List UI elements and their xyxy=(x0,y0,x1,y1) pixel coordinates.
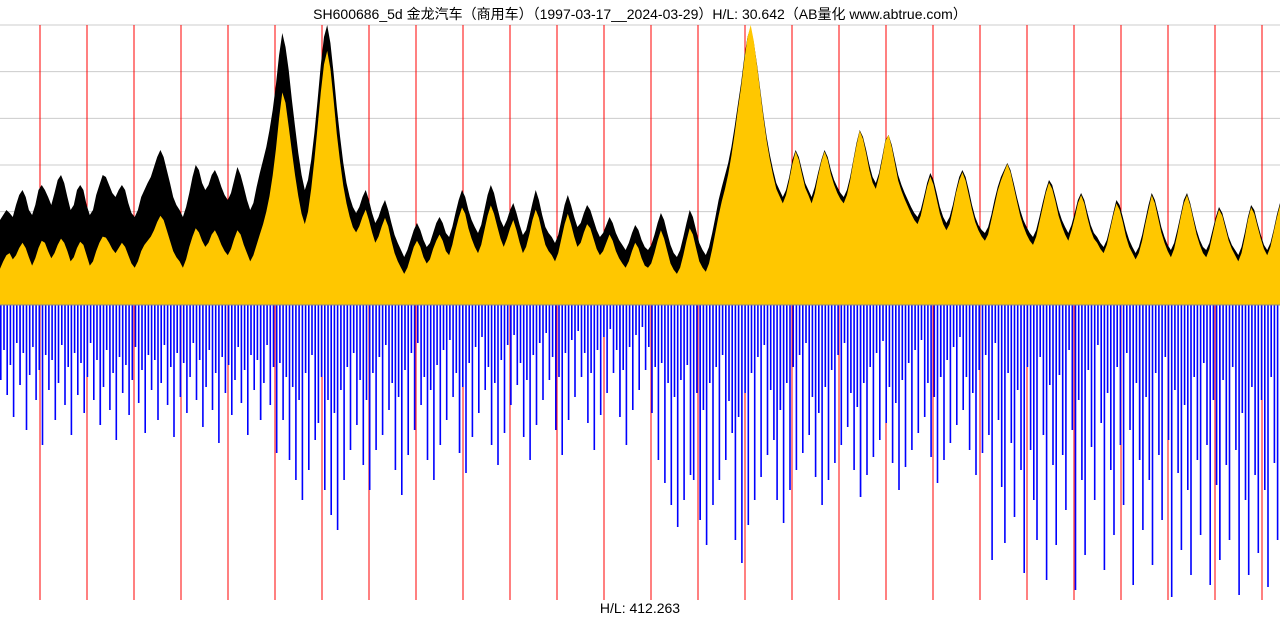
chart-title: SH600686_5d 金龙汽车（商用车）（1997-03-17__2024-0… xyxy=(0,4,1280,24)
chart-footer: H/L: 412.263 xyxy=(0,600,1280,616)
stock-chart: SH600686_5d 金龙汽车（商用车）（1997-03-17__2024-0… xyxy=(0,0,1280,620)
chart-canvas xyxy=(0,0,1280,620)
